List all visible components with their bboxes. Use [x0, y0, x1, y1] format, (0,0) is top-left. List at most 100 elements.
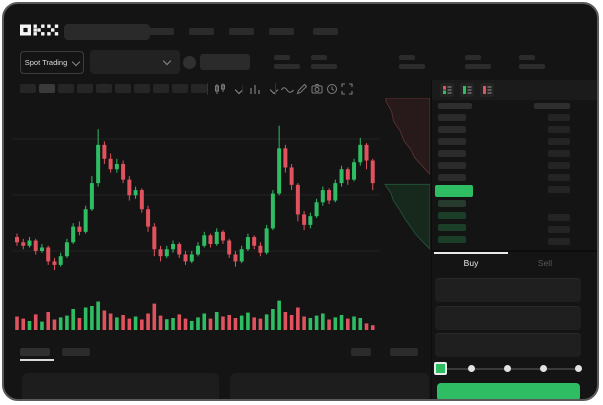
draw-pencil-icon[interactable] — [296, 83, 308, 95]
ask-price-placeholder[interactable] — [438, 150, 466, 157]
volume-bar — [171, 318, 175, 330]
candle-body — [239, 249, 244, 262]
candle-body — [289, 167, 294, 185]
amount-slider-handle[interactable] — [434, 362, 447, 375]
volume-bar — [302, 316, 306, 330]
tab-buy[interactable]: Buy — [463, 258, 479, 268]
candle-body — [77, 226, 82, 232]
timeframe-chip[interactable] — [96, 84, 112, 93]
volume-bar — [202, 313, 207, 330]
volume-bar — [289, 315, 294, 330]
volume-bar — [308, 318, 313, 330]
candle-body — [64, 242, 69, 257]
coin-avatar — [183, 56, 196, 69]
amount-placeholder — [548, 214, 570, 221]
app-window: Spot Trading — [2, 2, 599, 401]
nav-item-placeholder[interactable] — [189, 28, 214, 35]
candle-body — [345, 169, 350, 180]
slider-step-dot[interactable] — [575, 365, 582, 372]
bid-price-placeholder[interactable] — [438, 212, 466, 219]
nav-item-placeholder[interactable] — [149, 28, 174, 35]
candle-body — [52, 261, 57, 265]
pair-selector-dropdown[interactable] — [90, 50, 180, 74]
timeframe-chip[interactable] — [58, 84, 74, 93]
candle-body — [15, 237, 19, 243]
timeframe-chip[interactable] — [77, 84, 93, 93]
book-asks-icon[interactable] — [480, 83, 494, 97]
bottom-action-placeholder[interactable] — [351, 348, 371, 356]
bottom-action-placeholder[interactable] — [390, 348, 418, 356]
candle-body — [27, 240, 32, 246]
slider-step-dot[interactable] — [468, 365, 475, 372]
chevron-down-icon — [162, 56, 172, 66]
last-price-badge[interactable] — [435, 185, 473, 197]
okx-logo[interactable] — [20, 24, 60, 36]
bid-price-placeholder[interactable] — [438, 236, 466, 243]
search-input[interactable] — [64, 24, 150, 40]
chevron-down-icon[interactable] — [269, 85, 279, 95]
timeframe-chip[interactable] — [134, 84, 150, 93]
volume-bar — [208, 318, 213, 330]
candle-body — [196, 245, 200, 255]
stat-value-placeholder — [274, 64, 300, 69]
ask-price-placeholder[interactable] — [438, 126, 466, 133]
book-bids-icon[interactable] — [460, 83, 474, 97]
volume-bar — [370, 325, 375, 330]
bid-price-placeholder[interactable] — [438, 200, 466, 207]
timeframe-chip[interactable] — [191, 84, 207, 93]
timeframe-chip[interactable] — [153, 84, 169, 93]
timeframe-chip[interactable] — [115, 84, 131, 93]
slider-step-dot[interactable] — [504, 365, 511, 372]
candle-body — [208, 235, 213, 245]
timeframe-chip[interactable] — [39, 84, 55, 93]
volume-bar — [158, 315, 163, 330]
nav-item-placeholder[interactable] — [229, 28, 254, 35]
tab-sell[interactable]: Sell — [537, 258, 553, 268]
order-total-input[interactable] — [435, 333, 581, 357]
bottom-tab[interactable] — [62, 348, 90, 356]
volume-bar — [264, 314, 269, 330]
camera-icon[interactable] — [311, 83, 323, 95]
candle-body — [320, 190, 325, 203]
amount-placeholder — [548, 174, 570, 181]
volume-bar — [364, 323, 369, 330]
slider-step-dot[interactable] — [540, 365, 547, 372]
fullscreen-icon[interactable] — [341, 83, 353, 95]
volume-bar — [189, 321, 194, 330]
volume-bar — [15, 316, 19, 330]
divider — [242, 85, 243, 93]
candle-type-icon[interactable] — [214, 83, 226, 95]
candle-body — [127, 179, 132, 196]
candle-body — [339, 169, 344, 184]
bottom-tab-active[interactable] — [20, 348, 50, 356]
amount-placeholder — [548, 126, 570, 133]
wave-line-icon[interactable] — [281, 85, 294, 94]
ask-price-placeholder[interactable] — [438, 162, 466, 169]
candle-body — [114, 163, 119, 170]
order-amount-input[interactable] — [435, 306, 581, 330]
nav-item-placeholder[interactable] — [269, 28, 294, 35]
market-type-dropdown[interactable]: Spot Trading — [20, 51, 84, 74]
candle-body — [177, 244, 182, 255]
timeframe-chip[interactable] — [172, 84, 188, 93]
stat-label-placeholder — [311, 55, 327, 60]
volume-bar — [146, 313, 150, 330]
submit-order-button[interactable] — [437, 383, 580, 399]
history-clock-icon[interactable] — [326, 83, 338, 95]
order-price-input[interactable] — [435, 278, 581, 302]
indicators-icon[interactable] — [249, 83, 261, 95]
orderbook-header-strip — [432, 80, 597, 100]
depth-bids-area — [384, 183, 430, 250]
orderbook-col-header-price — [438, 103, 472, 109]
book-combined-icon[interactable] — [440, 83, 454, 97]
volume-bar — [339, 315, 344, 330]
volume-bar — [115, 317, 119, 330]
ask-price-placeholder[interactable] — [438, 174, 466, 181]
nav-item-placeholder[interactable] — [313, 28, 338, 35]
ask-price-placeholder[interactable] — [438, 138, 466, 145]
volume-bar — [296, 307, 300, 330]
timeframe-chip[interactable] — [20, 84, 36, 93]
bid-price-placeholder[interactable] — [438, 224, 466, 231]
candlestick-chart[interactable] — [12, 105, 380, 297]
ask-price-placeholder[interactable] — [438, 114, 466, 121]
